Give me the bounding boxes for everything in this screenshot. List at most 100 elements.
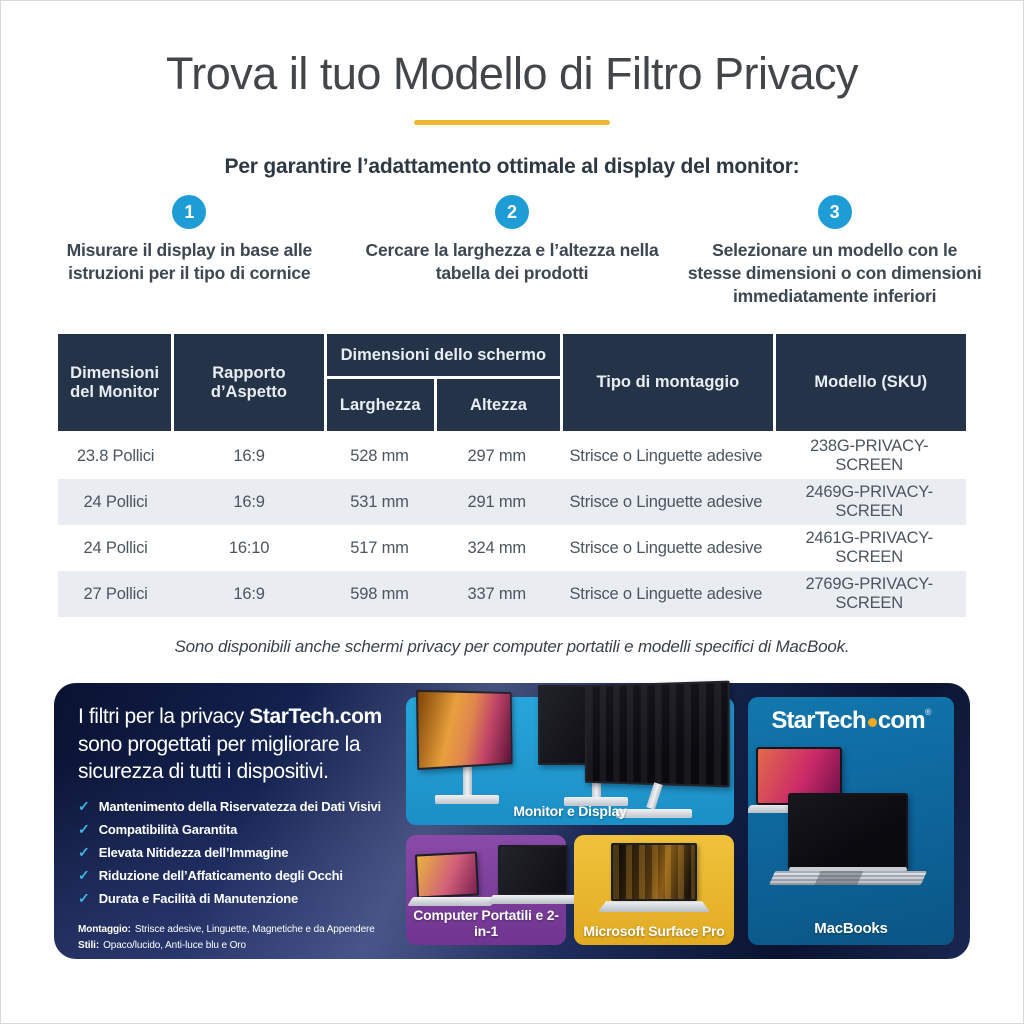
logo-dot-icon <box>867 718 877 728</box>
laptop-screen <box>498 845 568 896</box>
panel-macbooks: StarTech com® MacBooks <box>748 697 954 946</box>
table-row: 24 Pollici 16:9 531 mm 291 mm Strisce o … <box>58 479 966 526</box>
panel-label-macbooks: MacBooks <box>814 920 888 938</box>
cell-mount-type: Strisce o Linguette adesive <box>569 492 763 511</box>
startech-logo: StarTech com® <box>748 707 954 735</box>
checklist-item-label: Riduzione dell’Affaticamento degli Occhi <box>98 868 343 884</box>
cell-mount-type: Strisce o Linguette adesive <box>569 538 763 557</box>
cell-width: 531 mm <box>350 492 409 511</box>
curved-monitor-image <box>578 680 730 819</box>
cell-monitor-size: 24 Pollici <box>83 538 148 557</box>
checklist-item: ✓ Mantenimento della Riservatezza dei Da… <box>78 798 392 815</box>
checklist-item: ✓ Durata e Facilità di Manutenzione <box>78 890 392 907</box>
montaggio-line: Montaggio: Strisce adesive, Linguette, Ma… <box>78 922 392 938</box>
banner-heading: I filtri per la privacy StarTech.com son… <box>78 703 392 785</box>
cell-aspect-ratio: 16:10 <box>228 538 270 557</box>
cell-height: 291 mm <box>467 492 527 511</box>
table-row: 23.8 Pollici 16:9 528 mm 297 mm Strisce … <box>58 433 966 479</box>
header-screen-dimensions: Dimensioni dello schermo <box>326 334 561 377</box>
panel-laptops-2in1: Computer Portatili e 2-in-1 <box>406 835 587 946</box>
title-underline <box>414 120 610 125</box>
checklist-item-label: Compatibilità Garantita <box>98 822 238 838</box>
macbook-privacy-image <box>768 793 928 886</box>
step-2-badge: 2 <box>495 195 529 229</box>
check-icon: ✓ <box>78 844 90 861</box>
cell-aspect-ratio: 16:9 <box>233 584 265 603</box>
cell-aspect-ratio: 16:9 <box>233 446 265 465</box>
cell-sku: 238G-PRIVACY-SCREEN <box>809 437 929 475</box>
laptop-deck <box>598 901 710 913</box>
step-2-text: Cercare la larghezza e l’altezza nella t… <box>365 240 659 284</box>
laptop-deck <box>407 897 497 907</box>
cell-height: 337 mm <box>467 584 527 603</box>
checklist-item-label: Elevata Nitidezza dell’Immagine <box>98 845 289 861</box>
montaggio-text: Strisce adesive, Linguette, Magnetiche e… <box>134 924 375 936</box>
table-row: 27 Pollici 16:9 598 mm 337 mm Strisce o … <box>58 571 966 618</box>
check-icon: ✓ <box>78 890 90 907</box>
header-width: Larghezza <box>326 379 434 432</box>
step-1: 1 Misurare il display in base alle istru… <box>28 195 351 308</box>
step-1-badge: 1 <box>172 195 207 229</box>
banner-text-column: I filtri per la privacy StarTech.com son… <box>70 697 392 951</box>
monitor-base <box>564 797 628 807</box>
cell-height: 297 mm <box>467 446 527 465</box>
cell-sku: 2461G-PRIVACY-SCREEN <box>805 529 933 567</box>
checklist-item: ✓ Compatibilità Garantita <box>78 821 392 838</box>
monitor-screen <box>415 690 513 771</box>
cell-width: 598 mm <box>350 584 409 603</box>
check-icon: ✓ <box>78 821 90 838</box>
laptop-deck <box>487 895 587 905</box>
laptop-screen <box>414 851 480 899</box>
header-monitor-size: Dimensioni del Monitor <box>58 334 172 432</box>
cell-height: 324 mm <box>467 538 527 557</box>
cell-mount-type: Strisce o Linguette adesive <box>569 584 763 603</box>
product-table: Dimensioni del Monitor Rapporto d’Aspett… <box>58 334 966 618</box>
check-icon: ✓ <box>78 867 90 884</box>
checklist-item-label: Mantenimento della Riservatezza dei Dati… <box>98 799 381 815</box>
colorful-laptop-image <box>407 851 497 907</box>
panel-label-laptops: Computer Portatili e 2-in-1 <box>413 907 559 940</box>
availability-note: Sono disponibili anche schermi privacy p… <box>174 637 850 657</box>
check-icon: ✓ <box>78 798 90 815</box>
logo-text-startech: StarTech <box>771 707 866 735</box>
banner-heading-pre: I filtri per la privacy <box>78 705 250 729</box>
monitor-base <box>616 809 692 819</box>
stili-label: Stili: <box>78 940 100 952</box>
step-3: 3 Selezionare un modello con le stesse d… <box>673 195 996 308</box>
cell-monitor-size: 27 Pollici <box>83 584 148 603</box>
banner-middle-column: Monitor e Display Computer Portatili e 2… <box>406 680 734 946</box>
stili-text: Opaco/lucido, Anti-luce blu e Oro <box>103 940 246 952</box>
header-sku: Modello (SKU) <box>775 334 966 432</box>
banner-middle-bottom-row: Computer Portatili e 2-in-1 Microsoft Su… <box>406 835 734 946</box>
promo-banner: I filtri per la privacy StarTech.com son… <box>54 680 970 959</box>
panel-surface-pro: Microsoft Surface Pro <box>574 835 734 946</box>
monitor-stand <box>462 765 472 796</box>
monitor-screen <box>584 680 730 788</box>
brand-name: StarTech.com <box>249 705 382 729</box>
header-aspect-ratio: Rapporto d’Aspetto <box>174 334 324 432</box>
checklist-item: ✓ Riduzione dell’Affaticamento degli Occ… <box>78 867 392 884</box>
step-1-text: Misurare il display in base alle istruzi… <box>66 240 313 284</box>
dark-laptop-image <box>487 845 587 905</box>
checklist-item: ✓ Elevata Nitidezza dell’Immagine <box>78 844 392 861</box>
table-header: Dimensioni del Monitor Rapporto d’Aspett… <box>58 334 966 432</box>
cell-monitor-size: 23.8 Pollici <box>76 446 155 465</box>
panel-label-surface: Microsoft Surface Pro <box>583 923 725 940</box>
step-3-text: Selezionare un modello con le stesse dim… <box>687 240 982 307</box>
benefits-checklist: ✓ Mantenimento della Riservatezza dei Da… <box>78 798 392 907</box>
banner-right-column: StarTech com® MacBooks <box>748 697 954 946</box>
header-mount-type: Tipo di montaggio <box>563 334 773 432</box>
logo-text-com: com <box>877 707 926 735</box>
step-2: 2 Cercare la larghezza e l’altezza nella… <box>351 195 674 308</box>
banner-heading-post: sono progettati per migliorare la sicure… <box>78 732 361 783</box>
registered-mark: ® <box>924 707 932 718</box>
cell-mount-type: Strisce o Linguette adesive <box>569 446 763 465</box>
monitor-base <box>435 795 499 805</box>
laptop-screen <box>611 843 697 902</box>
cell-aspect-ratio: 16:9 <box>233 492 265 511</box>
header-height: Altezza <box>436 379 561 432</box>
cell-monitor-size: 24 Pollici <box>83 492 148 511</box>
steps-row: 1 Misurare il display in base alle istru… <box>28 195 996 308</box>
macbook-deck <box>768 871 928 886</box>
